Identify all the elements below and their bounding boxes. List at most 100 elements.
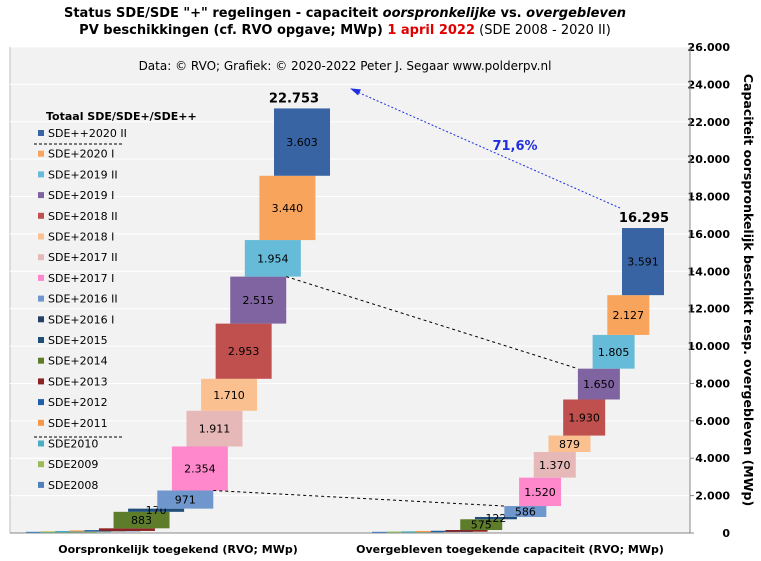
data-label: 1.650 [583,378,615,391]
total-label: 16.295 [619,211,669,226]
bar-segment [445,530,488,532]
y-tick-label: 20.000 [688,153,731,166]
data-label: 575 [471,519,492,532]
total-label: 22.753 [269,91,319,106]
legend-entry: SDE+2013 [48,375,108,388]
ratio-label: 71,6% [492,139,537,154]
data-label: 879 [559,438,580,451]
legend-entry: SDE+2017 II [48,251,118,264]
legend-entry: SDE+2018 I [48,231,114,244]
y-tick-label: 10.000 [688,340,731,353]
bar-segment [171,446,228,491]
data-label: 1.805 [598,346,630,359]
bar-segment [519,477,562,507]
data-label: 2.354 [184,462,216,475]
bar-segment [504,506,547,517]
legend-swatch [38,212,44,219]
legend-entry: SDE+2015 [48,334,108,347]
legend-swatch [38,399,44,406]
bar-segment [563,399,606,436]
legend-entry: SDE++2020 II [48,127,127,140]
legend-title: Totaal SDE/SDE+/SDE++ [46,110,197,123]
legend-swatch [38,130,44,136]
legend-swatch [38,461,44,468]
data-label: 3.591 [627,256,659,269]
bar-segment [577,368,620,400]
category-label: Overgebleven toegekende capaciteit (RVO;… [356,543,664,556]
legend-entry: SDE+2012 [48,396,108,409]
data-label: 586 [515,506,536,519]
y-tick-label: 4.000 [695,452,730,465]
legend-swatch [38,337,44,343]
data-label: 2.515 [242,294,274,307]
legend-swatch [38,171,44,178]
legend-entry: SDE2010 [48,438,98,451]
legend-entry: SDE2008 [48,479,98,492]
connector-line [286,276,579,370]
bar-segment [244,240,301,277]
y-tick-label: 8.000 [695,377,730,390]
bar-segment [113,511,170,529]
bar-segment [259,175,316,241]
source-note: Data: © RVO; Grafiek: © 2020-2022 Peter … [139,59,552,73]
bar-segment [98,528,155,531]
y-tick-label: 18.000 [688,191,731,204]
ratio-arrow [355,90,621,209]
legend-entry: SDE+2011 [48,417,108,430]
bar-segment [622,228,664,296]
chart-title: Status SDE/SDE "+" regelingen - capacite… [63,6,627,21]
arrow-head [350,88,361,96]
connector-line [213,489,505,507]
y-tick-label: 2.000 [695,490,730,503]
data-label: 1.911 [199,423,231,436]
bar-segment [215,323,272,379]
legend-swatch [38,150,44,157]
bar-segment [592,334,635,369]
bar-segment [474,516,517,520]
data-label: 883 [131,514,152,527]
y-tick-label: 12.000 [688,303,731,316]
y-tick-label: 16.000 [688,228,731,241]
bar-segment [460,519,503,531]
data-label: 1.710 [213,389,245,402]
y-tick-label: 22.000 [688,116,731,129]
bar-segment [548,435,591,453]
y-tick-label: 14.000 [688,265,731,278]
data-label: 2.953 [228,345,260,358]
legend-swatch [38,254,44,261]
bar-segment [186,410,243,447]
data-label: 1.954 [257,252,289,265]
y-tick-label: 26.000 [688,41,731,54]
bar-segment [533,452,576,478]
legend-entry: SDE+2017 I [48,272,114,285]
legend-entry: SDE+2014 [48,355,108,368]
legend-entry: SDE+2019 II [48,168,118,181]
legend-entry: SDE+2016 II [48,293,118,306]
bar-segment [230,276,287,324]
category-label: Oorspronkelijk toegekend (RVO; MWp) [58,543,298,556]
legend-entry: SDE+2018 II [48,210,118,223]
data-label: 971 [175,494,196,507]
legend-swatch [38,233,44,240]
data-label: 2.127 [613,309,645,322]
bar-segment [201,378,258,411]
chart-subtitle: PV beschikkingen (cf. RVO opgave; MWp) 1… [79,23,611,38]
legend-entry: SDE2009 [48,458,98,471]
legend-swatch [38,357,44,364]
y-tick-label: 24.000 [688,78,731,91]
legend-swatch [38,316,44,323]
data-label: 122 [485,512,506,525]
legend-swatch [38,295,44,302]
legend-entry: SDE+2016 I [48,313,114,326]
legend-swatch [38,440,44,447]
legend-swatch [38,481,44,488]
data-label: 3.440 [272,202,304,215]
bar-segment [128,508,185,512]
data-label: 3.603 [286,136,318,149]
legend-swatch [38,274,44,281]
bar-segment [157,490,214,509]
y-axis-label: Capaciteit oorspronkelijk beschikt resp.… [741,74,756,506]
bar-segment [274,108,330,176]
legend-swatch [38,192,44,199]
